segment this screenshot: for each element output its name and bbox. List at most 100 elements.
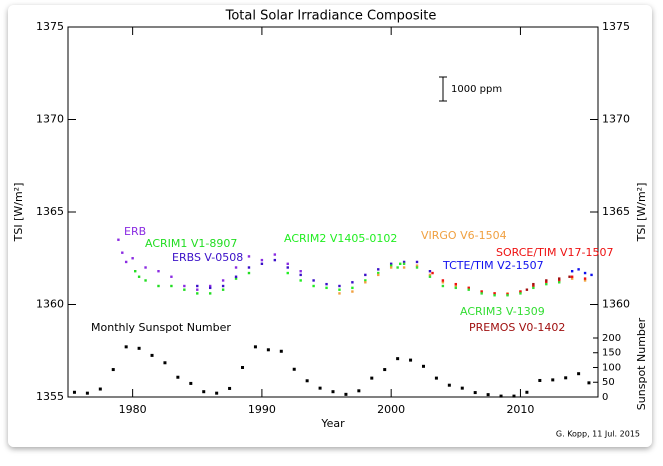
tsi-point bbox=[117, 238, 120, 241]
tsi-point bbox=[480, 290, 483, 293]
y-tick-label: 1355 bbox=[36, 390, 64, 403]
tsi-point bbox=[273, 253, 277, 256]
y-tick-label-right: 1375 bbox=[602, 20, 630, 33]
tsi-point bbox=[299, 279, 302, 282]
tsi-point bbox=[157, 284, 160, 288]
x-tick-label: 2010 bbox=[506, 403, 534, 416]
tsi-point bbox=[493, 292, 496, 295]
tsi-point bbox=[299, 270, 302, 273]
tsi-point bbox=[570, 270, 574, 273]
tsi-point bbox=[558, 279, 561, 282]
tsi-point bbox=[351, 290, 354, 293]
y-axis-label-right: TSI [W/m²] bbox=[635, 183, 648, 243]
tsi-point bbox=[364, 279, 367, 282]
tsi-point bbox=[121, 251, 124, 254]
tsi-point bbox=[519, 292, 522, 295]
tsi-point bbox=[351, 286, 354, 290]
tsi-point bbox=[196, 284, 199, 288]
sunspot-point bbox=[189, 381, 193, 385]
tsi-point bbox=[208, 292, 212, 295]
tsi-point bbox=[545, 279, 548, 282]
sunspot-point bbox=[202, 390, 206, 394]
tsi-point bbox=[590, 273, 593, 277]
scale-bar-label: 1000 ppm bbox=[451, 84, 502, 95]
tsi-point bbox=[519, 290, 522, 293]
sunspot-point bbox=[85, 391, 89, 395]
sunspot-point bbox=[137, 346, 141, 350]
tsi-point bbox=[325, 282, 328, 286]
sunspot-point bbox=[150, 353, 154, 357]
tsi-point bbox=[234, 277, 238, 280]
sunspot-point bbox=[228, 386, 232, 390]
tsi-point bbox=[583, 271, 587, 275]
sunspot-point bbox=[124, 345, 128, 349]
sunspot-point bbox=[215, 391, 219, 395]
tsi-point bbox=[428, 273, 432, 277]
tsi-point bbox=[480, 292, 483, 295]
tsi-point bbox=[144, 279, 147, 282]
sunspot-point bbox=[331, 390, 335, 394]
tsi-point bbox=[137, 275, 141, 278]
series-label: TCTE/TIM V2-1507 bbox=[442, 259, 544, 272]
tsi-point bbox=[428, 270, 432, 273]
scale-bar bbox=[439, 76, 447, 102]
series-label: SORCE/TIM V17-1507 bbox=[496, 246, 614, 259]
tsi-point bbox=[312, 284, 315, 288]
tsi-point bbox=[532, 282, 535, 286]
tsi-point bbox=[286, 266, 289, 269]
tsi-point bbox=[525, 288, 529, 291]
tsi-point bbox=[506, 294, 509, 297]
series-label: ACRIM2 V1405-0102 bbox=[284, 232, 397, 245]
tsi-point bbox=[377, 273, 380, 277]
sunspot-point bbox=[460, 386, 464, 390]
sunspot-point bbox=[305, 379, 309, 383]
tsi-point bbox=[389, 264, 393, 267]
tsi-point bbox=[583, 279, 587, 282]
sunspot-point bbox=[447, 383, 451, 387]
tsi-point bbox=[415, 260, 419, 264]
series-label: ACRIM3 V-1309 bbox=[460, 305, 545, 318]
y-tick-label-right: 1370 bbox=[602, 113, 630, 126]
tsi-point bbox=[454, 282, 458, 286]
tsi-point bbox=[545, 282, 548, 286]
tsi-point bbox=[558, 277, 561, 280]
y2-tick-label: 0 bbox=[602, 392, 608, 403]
tsi-point bbox=[389, 262, 393, 265]
sunspot-point bbox=[587, 381, 591, 385]
tsi-point bbox=[325, 286, 328, 290]
y-tick-label-right: 1365 bbox=[602, 205, 630, 218]
tsi-point bbox=[568, 275, 571, 278]
y2-tick-label: 200 bbox=[602, 333, 621, 344]
sunspot-point bbox=[241, 365, 245, 369]
tsi-point bbox=[454, 284, 458, 288]
tsi-point bbox=[402, 266, 406, 269]
tsi-point bbox=[273, 258, 277, 262]
tsi-point bbox=[454, 286, 458, 290]
tsi-point bbox=[396, 266, 399, 269]
tsi-point bbox=[577, 268, 580, 271]
series-label: VIRGO V6-1504 bbox=[421, 229, 507, 242]
tsi-point bbox=[234, 266, 238, 269]
sunspot-point bbox=[266, 348, 270, 352]
y-tick-label: 1370 bbox=[36, 113, 64, 126]
sunspot-point bbox=[318, 386, 322, 390]
series-label: ERB bbox=[124, 225, 146, 238]
tsi-point bbox=[532, 284, 535, 288]
tsi-point bbox=[441, 284, 445, 288]
tsi-point bbox=[558, 281, 561, 284]
tsi-point bbox=[183, 284, 186, 288]
tsi-point bbox=[247, 271, 251, 275]
sunspot-point bbox=[163, 361, 167, 365]
sunspot-point bbox=[564, 376, 568, 380]
sunspot-point bbox=[473, 391, 477, 395]
tsi-point bbox=[221, 284, 225, 288]
sunspot-point bbox=[525, 390, 529, 394]
tsi-point bbox=[377, 271, 380, 275]
tsi-point bbox=[299, 273, 302, 277]
tsi-point bbox=[260, 262, 264, 265]
tsi-point bbox=[493, 294, 496, 297]
tsi-point bbox=[234, 275, 238, 278]
sunspot-point bbox=[111, 368, 115, 372]
sunspot-point bbox=[98, 387, 102, 391]
